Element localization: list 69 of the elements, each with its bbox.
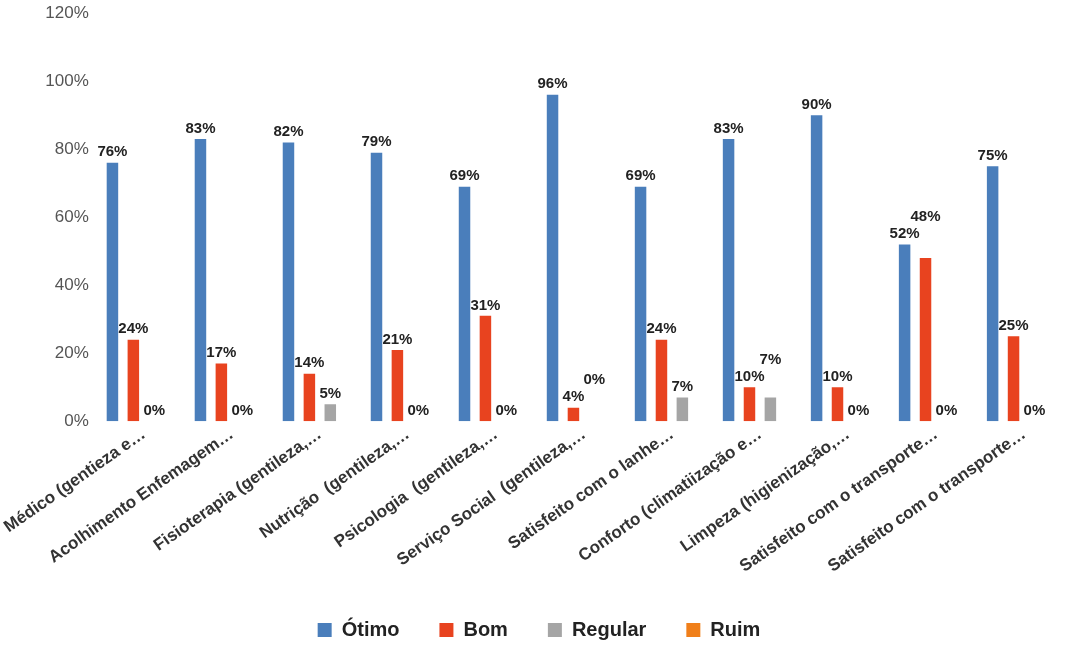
data-label: 76% (97, 142, 128, 160)
data-label: 0% (407, 400, 430, 418)
data-label: 75% (977, 145, 1008, 163)
data-label: 0% (583, 370, 606, 388)
data-label: 5% (319, 383, 342, 401)
y-tick-label: 40% (54, 274, 89, 294)
y-tick-label: 60% (54, 206, 89, 226)
bar (215, 363, 228, 422)
data-label: 90% (801, 94, 832, 112)
bar (634, 186, 647, 422)
bar (127, 339, 140, 422)
data-label: 21% (382, 329, 413, 347)
bar (1007, 336, 1020, 422)
data-label: 96% (537, 74, 568, 92)
data-label: 0% (935, 400, 958, 418)
legend-label: Ótimo (341, 616, 400, 640)
bar (282, 142, 295, 422)
legend-label: Bom (463, 617, 508, 640)
data-label: 82% (273, 122, 304, 140)
data-label: 14% (294, 353, 325, 371)
data-label: 7% (759, 349, 782, 367)
data-label: 69% (625, 166, 656, 184)
y-tick-label: 120% (45, 2, 89, 22)
data-label: 7% (671, 377, 694, 395)
bar (194, 139, 207, 422)
data-label: 83% (185, 118, 216, 136)
y-tick-label: 100% (45, 70, 89, 90)
bar (655, 339, 668, 422)
data-label: 52% (889, 224, 920, 242)
data-label: 0% (847, 400, 870, 418)
bar (676, 397, 689, 422)
bar (106, 162, 119, 422)
data-label: 24% (118, 319, 149, 337)
data-label: 0% (143, 400, 166, 418)
bar (479, 315, 492, 422)
data-label: 31% (470, 295, 501, 313)
data-label: 10% (734, 366, 765, 384)
y-tick-label: 0% (64, 410, 89, 430)
data-label: 0% (231, 400, 254, 418)
data-label: 17% (206, 343, 237, 361)
data-label: 48% (910, 207, 941, 225)
bar (458, 186, 471, 422)
data-label: 0% (1023, 400, 1046, 418)
bar (567, 407, 580, 422)
bar (919, 258, 932, 422)
bar (391, 349, 404, 422)
y-tick-label: 80% (54, 138, 89, 158)
bar (722, 139, 735, 422)
bar (898, 244, 911, 422)
bar (764, 397, 777, 422)
bar (324, 404, 337, 422)
bar (810, 115, 823, 422)
bar (546, 94, 559, 422)
data-label: 0% (495, 400, 518, 418)
data-label: 24% (646, 319, 677, 337)
legend-label: Ruim (710, 617, 761, 640)
data-label: 79% (361, 132, 392, 150)
bar (303, 373, 316, 422)
data-label: 25% (998, 315, 1029, 333)
y-tick-label: 20% (54, 342, 89, 362)
bar (986, 166, 999, 422)
legend-label: Regular (571, 617, 647, 640)
bar (831, 387, 844, 422)
bar (743, 387, 756, 422)
data-label: 83% (713, 118, 744, 136)
data-label: 69% (449, 166, 480, 184)
data-label: 10% (822, 366, 853, 384)
data-label: 4% (562, 387, 585, 405)
bar (370, 152, 383, 422)
